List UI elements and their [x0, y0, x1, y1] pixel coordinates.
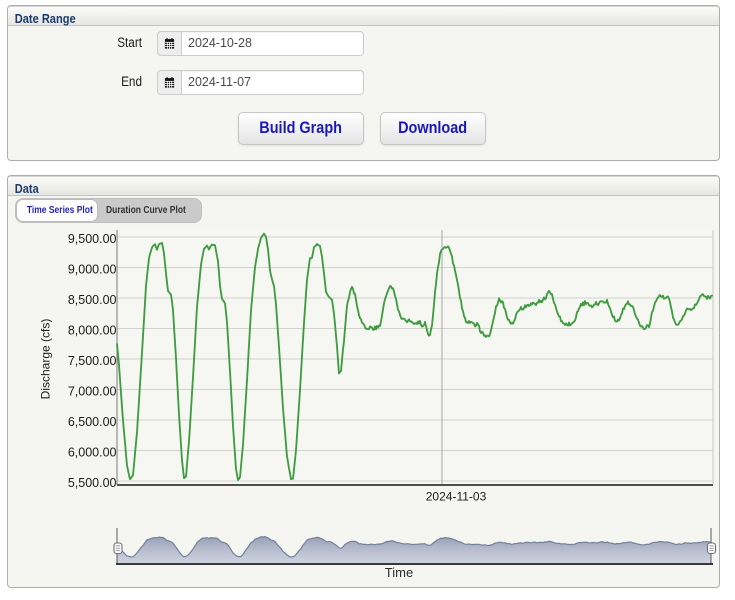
svg-text:6,000.00: 6,000.00 [68, 446, 117, 460]
svg-text:2024-11-03: 2024-11-03 [426, 490, 487, 504]
svg-text:9,500.00: 9,500.00 [68, 232, 117, 246]
svg-text:8,500.00: 8,500.00 [68, 293, 117, 307]
svg-text:6,500.00: 6,500.00 [68, 415, 117, 429]
svg-text:Discharge (cfs): Discharge (cfs) [39, 319, 53, 400]
svg-text:8,000.00: 8,000.00 [68, 324, 117, 338]
svg-text:9,000.00: 9,000.00 [68, 263, 117, 277]
svg-text:Time: Time [385, 565, 413, 580]
svg-text:7,000.00: 7,000.00 [68, 385, 117, 399]
svg-text:7,500.00: 7,500.00 [68, 354, 117, 368]
svg-text:5,500.00: 5,500.00 [68, 476, 117, 490]
